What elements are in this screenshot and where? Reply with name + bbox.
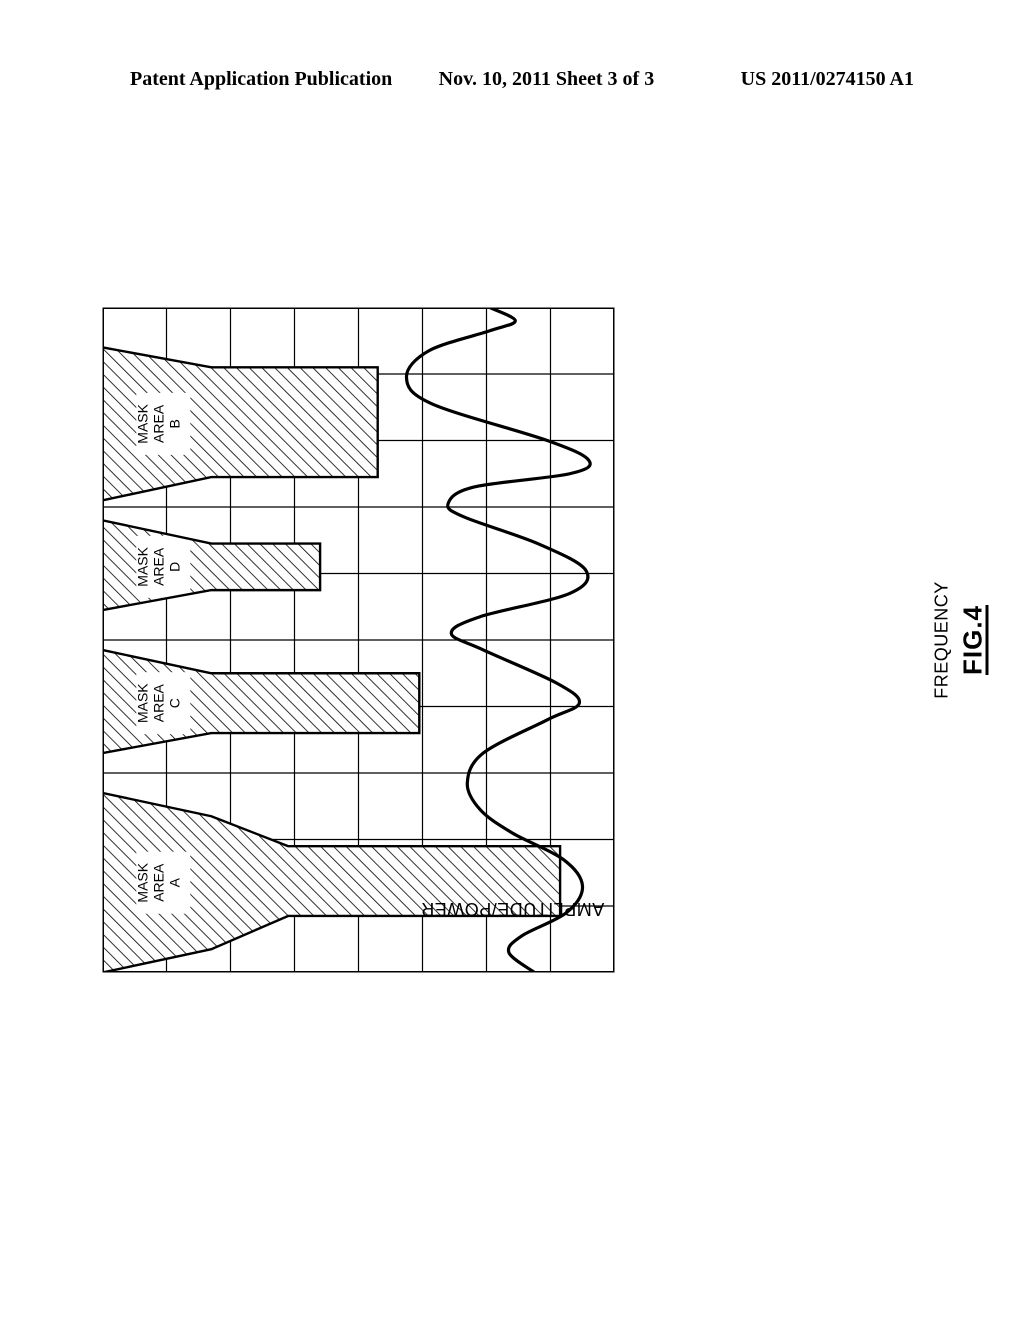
page-header: Patent Application Publication Nov. 10, … — [0, 68, 1024, 91]
spectrum-mask-plot: MASKAREAAMASKAREACMASKAREADMASKAREAB — [103, 308, 615, 973]
header-left: Patent Application Publication — [130, 68, 392, 91]
figure-4: MASKAREAAMASKAREACMASKAREADMASKAREAB AMP… — [103, 308, 923, 973]
header-right: US 2011/0274150 A1 — [741, 68, 914, 91]
figure-label: FIG.4 — [958, 605, 989, 675]
header-mid: Nov. 10, 2011 Sheet 3 of 3 — [439, 68, 655, 91]
y-axis-label: AMPLITUDE/POWER — [421, 898, 605, 919]
x-axis-label: FREQUENCY — [932, 581, 953, 699]
